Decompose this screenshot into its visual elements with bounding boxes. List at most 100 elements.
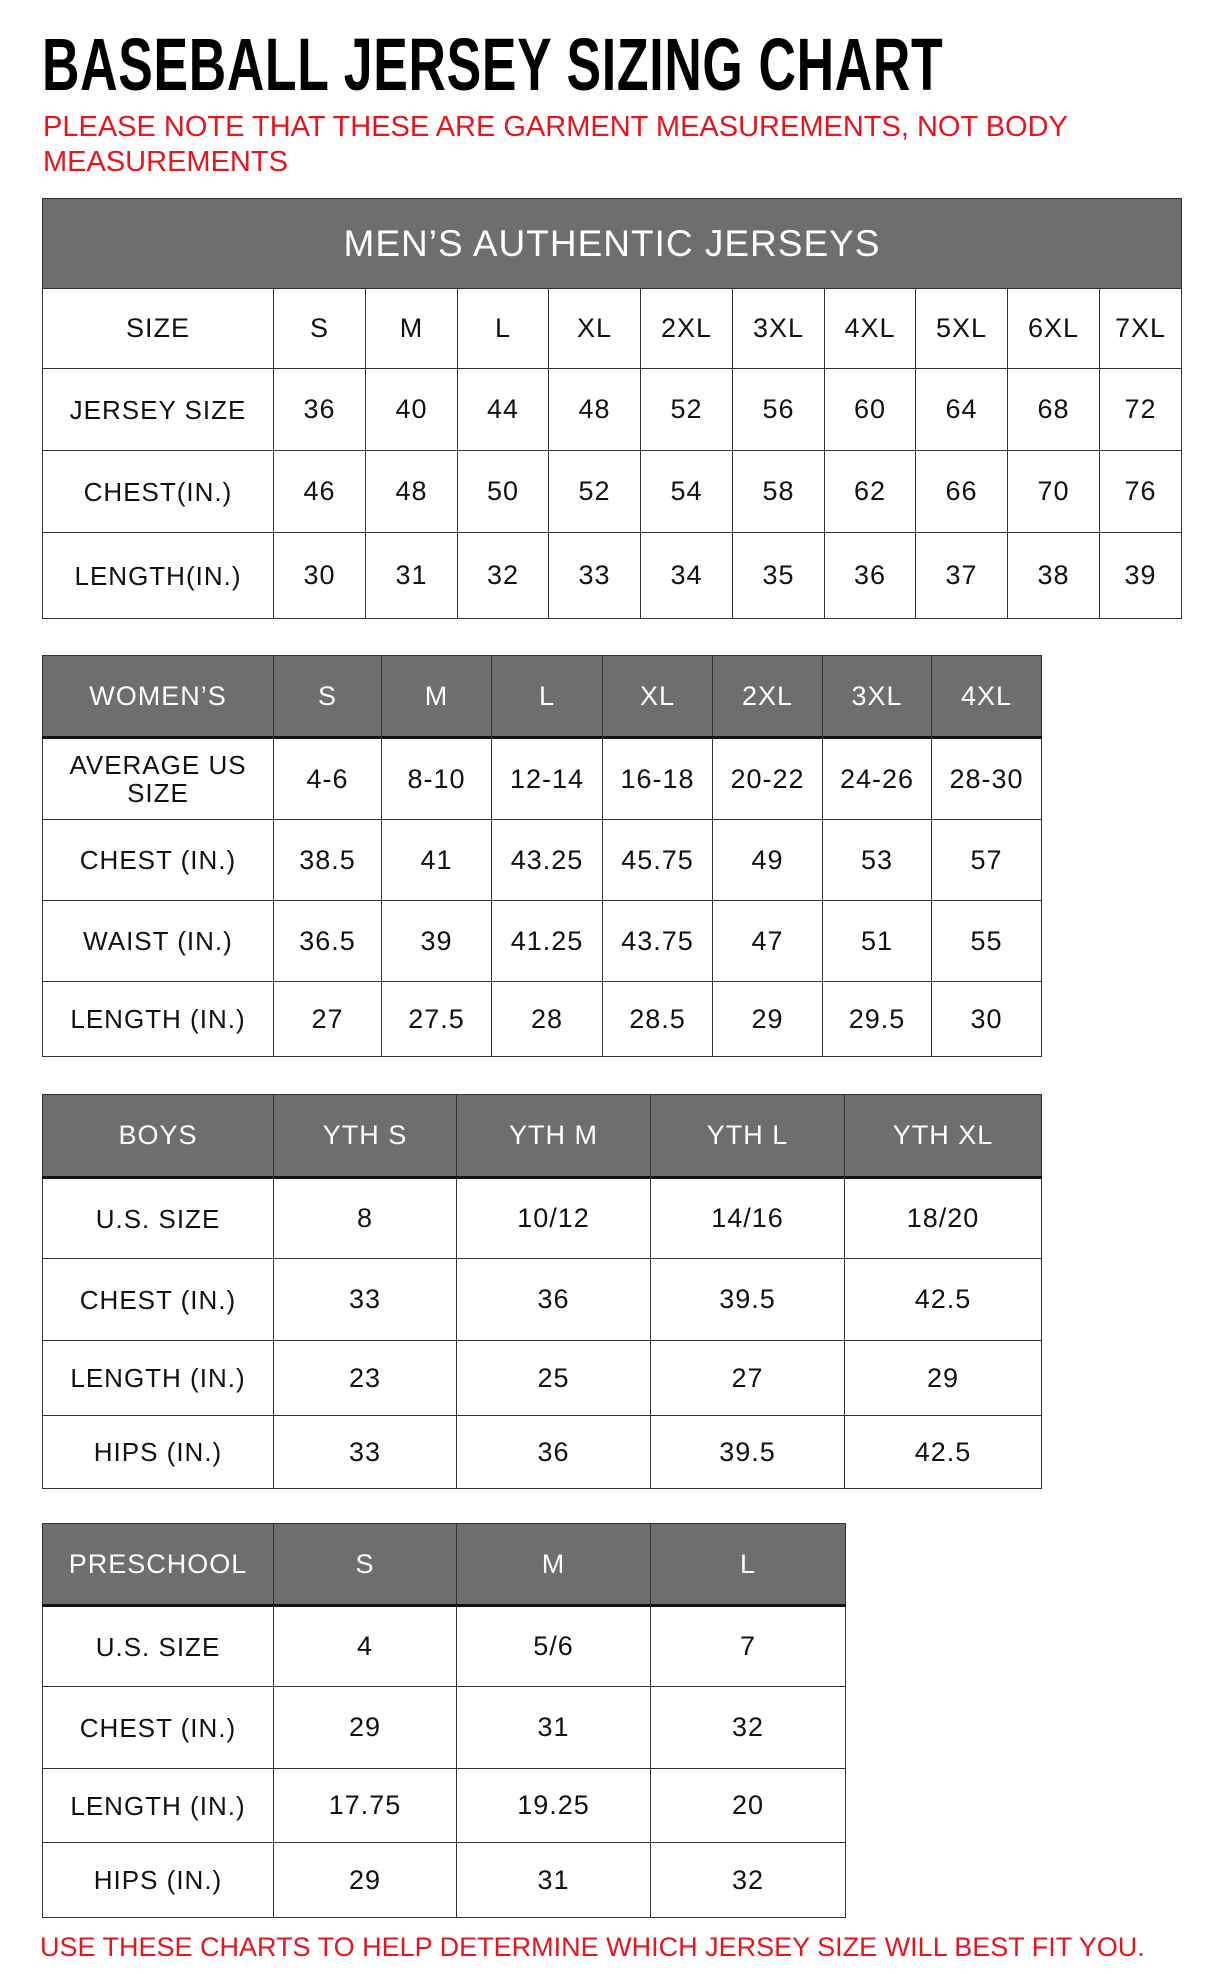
table-cell: 72 <box>1098 368 1183 451</box>
table-cell: 57 <box>931 819 1042 901</box>
garment-note: PLEASE NOTE THAT THESE ARE GARMENT MEASU… <box>43 111 1068 178</box>
table-cell: 43.25 <box>491 819 603 901</box>
table-cell: 39 <box>381 900 492 982</box>
table-cell: 39.5 <box>650 1415 845 1489</box>
table-cell: 29.5 <box>822 981 932 1057</box>
column-header: 2XL <box>712 655 823 739</box>
table-cell: 76 <box>1098 450 1183 533</box>
table-cell: 55 <box>931 900 1042 982</box>
table-cell: 42.5 <box>844 1258 1042 1341</box>
column-header: 3XL <box>822 655 932 739</box>
table-cell: 39 <box>1098 532 1183 619</box>
footer-note: USE THESE CHARTS TO HELP DETERMINE WHICH… <box>40 1932 1145 1962</box>
table-cell: 68 <box>1007 368 1100 451</box>
table-cell: 35 <box>732 532 825 619</box>
row-label: CHEST(IN.) <box>42 450 274 533</box>
column-header: 2XL <box>640 288 733 369</box>
table-header-row: BOYS YTH S YTH M YTH L YTH XL <box>42 1094 1042 1179</box>
column-header: 4XL <box>824 288 916 369</box>
table-cell: 23 <box>273 1340 457 1416</box>
table-banner-row: MEN’S AUTHENTIC JERSEYS <box>41 198 1183 289</box>
column-header: 4XL <box>931 655 1042 739</box>
table-cell: 28 <box>491 981 603 1057</box>
table-cell: 19.25 <box>456 1768 651 1843</box>
table-cell: 14/16 <box>650 1177 845 1259</box>
table-cell: 38 <box>1007 532 1100 619</box>
row-label: LENGTH (IN.) <box>42 1768 274 1843</box>
table-cell: 27.5 <box>381 981 492 1057</box>
table-cell: 8-10 <box>381 737 492 820</box>
row-label: HIPS (IN.) <box>42 1415 274 1489</box>
table-cell: 20-22 <box>712 737 823 820</box>
table-cell: 47 <box>712 900 823 982</box>
table-cell: 27 <box>650 1340 845 1416</box>
table-cell: 25 <box>456 1340 651 1416</box>
table-row: LENGTH (IN.) 17.75 19.25 20 <box>42 1768 846 1843</box>
column-header: XL <box>548 288 641 369</box>
column-header: M <box>381 655 492 739</box>
table-cell: 32 <box>650 1686 846 1769</box>
table-banner: MEN’S AUTHENTIC JERSEYS <box>41 198 1183 289</box>
row-header-label: SIZE <box>42 288 274 369</box>
table-row: LENGTH (IN.) 23 25 27 29 <box>42 1340 1042 1416</box>
table-row: HIPS (IN.) 29 31 32 <box>42 1842 846 1918</box>
column-header: S <box>273 288 366 369</box>
table-cell: 30 <box>273 532 366 619</box>
column-header: L <box>457 288 549 369</box>
row-label: AVERAGE US SIZE <box>42 737 274 820</box>
table-cell: 36 <box>456 1415 651 1489</box>
row-label: LENGTH(IN.) <box>42 532 274 619</box>
womens-size-table: WOMEN’S S M L XL 2XL 3XL 4XL AVERAGE US SIZE 4-6 8… <box>42 655 1042 1057</box>
table-cell: 12-14 <box>491 737 603 820</box>
column-header: 7XL <box>1098 288 1183 369</box>
table-cell: 7 <box>650 1605 846 1687</box>
table-cell: 42.5 <box>844 1415 1042 1489</box>
column-header: YTH L <box>650 1094 845 1179</box>
table-cell: 10/12 <box>456 1177 651 1259</box>
table-row: WAIST (IN.) 36.5 39 41.25 43.75 47 51 55 <box>42 900 1042 982</box>
column-header: 5XL <box>915 288 1008 369</box>
table-cell: 43.75 <box>602 900 713 982</box>
table-cell: 36 <box>273 368 366 451</box>
table-cell: 41.25 <box>491 900 603 982</box>
page-title: BASEBALL JERSEY SIZING CHART <box>42 23 944 106</box>
table-cell: 36 <box>456 1258 651 1341</box>
row-label: U.S. SIZE <box>42 1177 274 1259</box>
table-row: CHEST (IN.) 38.5 41 43.25 45.75 49 53 57 <box>42 819 1042 901</box>
table-cell: 41 <box>381 819 492 901</box>
preschool-size-table: PRESCHOOL S M L U.S. SIZE 4 5/6 7 CHEST (IN.) 29 3… <box>42 1523 846 1918</box>
table-cell: 58 <box>732 450 825 533</box>
column-header: S <box>273 655 382 739</box>
column-header: M <box>365 288 458 369</box>
table-cell: 37 <box>915 532 1008 619</box>
table-cell: 8 <box>273 1177 457 1259</box>
table-row: LENGTH(IN.) 30 31 32 33 34 35 36 37 38 39 <box>42 532 1183 619</box>
table-cell: 32 <box>457 532 549 619</box>
table-cell: 33 <box>273 1415 457 1489</box>
table-cell: 28.5 <box>602 981 713 1057</box>
table-header-row: PRESCHOOL S M L <box>42 1523 846 1607</box>
column-header: M <box>456 1523 651 1607</box>
table-cell: 27 <box>273 981 382 1057</box>
row-label: CHEST (IN.) <box>42 1258 274 1341</box>
table-cell: 38.5 <box>273 819 382 901</box>
table-cell: 20 <box>650 1768 846 1843</box>
table-row: JERSEY SIZE 36 40 44 48 52 56 60 64 68 72 <box>42 368 1183 451</box>
table-cell: 33 <box>548 532 641 619</box>
table-cell: 29 <box>844 1340 1042 1416</box>
table-cell: 70 <box>1007 450 1100 533</box>
table-cell: 56 <box>732 368 825 451</box>
column-header: S <box>273 1523 457 1607</box>
table-cell: 44 <box>457 368 549 451</box>
column-header: L <box>491 655 603 739</box>
table-cell: 62 <box>824 450 916 533</box>
row-label: HIPS (IN.) <box>42 1842 274 1918</box>
column-header: YTH M <box>456 1094 651 1179</box>
table-header-row: WOMEN’S S M L XL 2XL 3XL 4XL <box>42 655 1042 739</box>
table-cell: 32 <box>650 1842 846 1918</box>
table-cell: 45.75 <box>602 819 713 901</box>
column-header: 6XL <box>1007 288 1100 369</box>
table-cell: 30 <box>931 981 1042 1057</box>
table-cell: 18/20 <box>844 1177 1042 1259</box>
boys-size-table: BOYS YTH S YTH M YTH L YTH XL U.S. SIZE 8 10/12… <box>42 1094 1042 1489</box>
